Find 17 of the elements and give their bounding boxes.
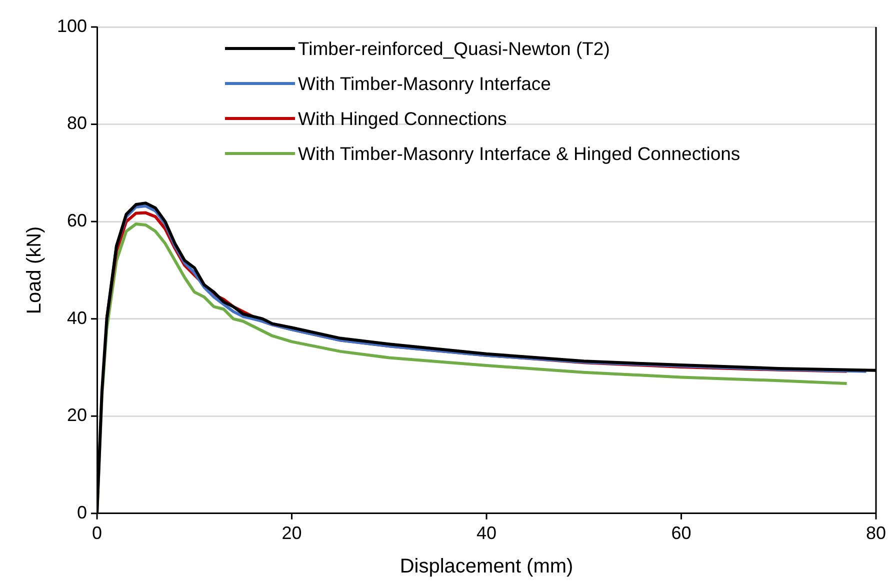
x-tick-label: 20	[282, 523, 302, 544]
x-tick-label: 60	[671, 523, 692, 544]
x-tick-label: 0	[92, 523, 102, 544]
legend-label: With Timber-Masonry Interface	[298, 72, 551, 94]
y-tick-label: 20	[67, 405, 88, 426]
y-tick-label: 40	[67, 308, 88, 328]
y-tick-label: 60	[67, 210, 88, 231]
legend-label: With Timber-Masonry Interface & Hinged Connections	[298, 142, 740, 164]
y-tick-label: 80	[67, 113, 88, 134]
x-tick-label: 40	[476, 523, 497, 544]
x-axis-title: Displacement (mm)	[400, 556, 574, 578]
y-tick-label: 0	[77, 502, 88, 522]
legend-label: Timber-reinforced_Quasi-Newton (T2)	[298, 38, 610, 60]
y-axis-title: Load (kN)	[24, 226, 46, 314]
legend-label: With Hinged Connections	[298, 108, 507, 130]
x-tick-label: 80	[866, 523, 886, 544]
y-tick-label: 100	[56, 16, 88, 36]
